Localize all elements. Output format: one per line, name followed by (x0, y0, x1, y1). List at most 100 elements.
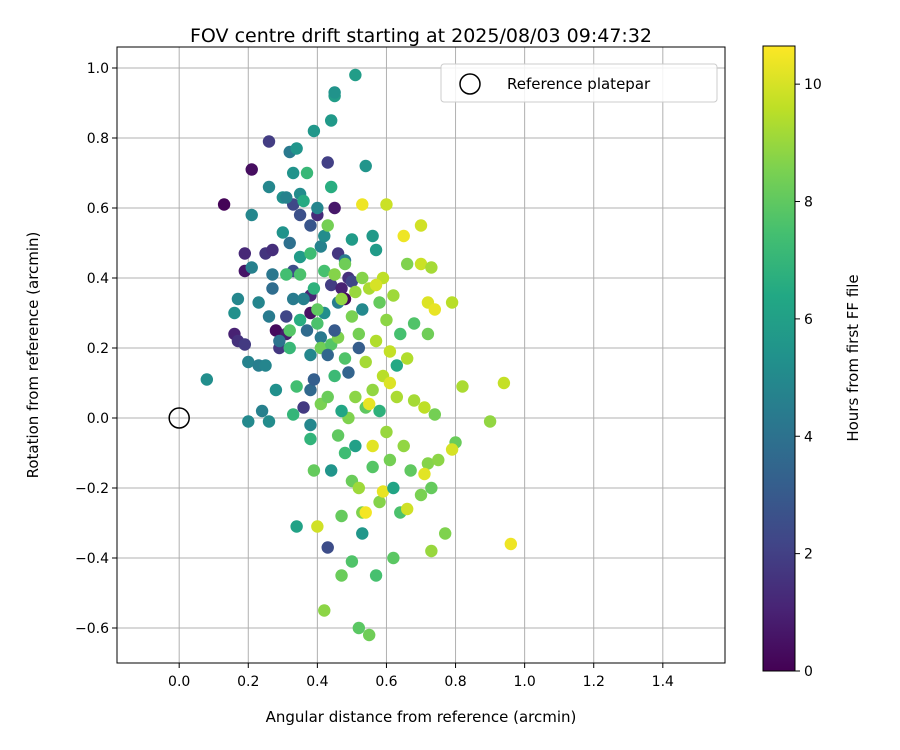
scatter-point (352, 327, 366, 341)
scatter-point (304, 348, 317, 362)
scatter-point (407, 317, 421, 330)
scatter-point (273, 334, 286, 348)
scatter-point (387, 551, 400, 565)
scatter-point (242, 355, 255, 369)
scatter-point (445, 296, 459, 309)
chart-title: FOV centre drift starting at 2025/08/03 … (190, 25, 652, 47)
scatter-point (245, 163, 258, 176)
plot-frame (116, 46, 726, 664)
scatter-point (414, 219, 428, 232)
scatter-point (266, 243, 279, 257)
scatter-point (328, 369, 341, 383)
scatter-point (335, 282, 348, 295)
scatter-point (259, 359, 272, 372)
scatter-point (383, 376, 397, 390)
scatter-point (321, 219, 334, 232)
scatter-point (266, 282, 279, 295)
scatter-point (286, 166, 300, 180)
scatter-point (238, 247, 252, 260)
scatter-point (324, 278, 338, 292)
x-tick-label: 1.0 (514, 674, 536, 690)
y-axis-label: Rotation from reference (arcmin) (24, 232, 42, 479)
x-tick-label: 0.0 (168, 674, 190, 690)
scatter-point (356, 271, 369, 285)
scatter-point (352, 481, 366, 495)
scatter-point (252, 296, 265, 309)
scatter-point (290, 520, 303, 533)
scatter-point (369, 569, 383, 582)
scatter-point (359, 159, 372, 173)
scatter-point (418, 401, 431, 414)
scatter-point (369, 334, 383, 348)
scatter-point (425, 481, 438, 495)
scatter-point (324, 464, 338, 477)
scatter-point (428, 303, 442, 316)
scatter-point (262, 310, 276, 323)
scatter-point (286, 292, 300, 306)
colorbar-tick-label: 0 (804, 664, 813, 680)
scatter-point (380, 198, 393, 211)
scatter-point (314, 240, 328, 253)
scatter-point (349, 285, 362, 299)
scatter-point (304, 418, 317, 432)
grid (117, 47, 725, 663)
scatter-point (345, 555, 359, 568)
plot-area: 0.0 0.2 0.4 0.6 0.8 1.0 1.2 1.4 −0.6 −0.4 −0.2 0.0… (75, 46, 726, 690)
scatter-point (390, 359, 404, 372)
scatter-point (300, 166, 314, 180)
scatter-point (397, 229, 410, 243)
y-tick-label: −0.4 (75, 551, 109, 567)
scatter-point (345, 275, 359, 288)
scatter-point (352, 621, 366, 635)
y-tick-label: 0.2 (87, 341, 109, 357)
scatter-point (414, 488, 428, 502)
scatter-point (345, 310, 359, 323)
scatter-point (269, 383, 283, 397)
scatter-point (373, 404, 386, 418)
scatter-point (255, 404, 269, 418)
y-tick-label: −0.6 (75, 621, 109, 637)
scatter-point (262, 415, 276, 428)
scatter-point (362, 397, 376, 411)
scatter-point (297, 194, 310, 208)
scatter-point (283, 341, 296, 355)
scatter-point (383, 345, 397, 358)
y-tick-label: 1.0 (87, 61, 109, 77)
scatter-point (321, 156, 334, 169)
legend: Reference platepar (440, 63, 718, 103)
x-tick-label: 0.6 (375, 674, 397, 690)
scatter-point (318, 229, 331, 243)
scatter-point (321, 390, 334, 404)
scatter-point (345, 233, 359, 246)
scatter-point (438, 527, 452, 540)
colorbar-label: Hours from first FF file (844, 274, 862, 441)
scatter-point (318, 604, 331, 617)
x-axis-label: Angular distance from reference (arcmin) (266, 708, 577, 726)
scatter-point (356, 198, 369, 211)
colorbar-tick-label: 10 (804, 77, 822, 93)
scatter-point (307, 282, 321, 295)
y-tick-label: 0.6 (87, 201, 109, 217)
scatter-point (387, 481, 400, 495)
scatter-point (338, 446, 352, 460)
legend-marker-icon (459, 73, 481, 95)
scatter-point (307, 373, 321, 386)
scatter-point (300, 324, 314, 337)
scatter-point (304, 383, 317, 397)
scatter-point (366, 439, 379, 453)
x-tick-label: 0.4 (306, 674, 328, 690)
scatter-point (497, 376, 511, 390)
y-tick-label: 0.0 (87, 411, 109, 427)
scatter-point (414, 257, 428, 271)
scatter-point (356, 303, 369, 316)
scatter-point (359, 506, 372, 519)
reference-marker (168, 407, 190, 429)
scatter-point (307, 464, 321, 477)
scatter-point (428, 408, 442, 421)
scatter-point (314, 331, 328, 344)
scatter-point (483, 415, 497, 428)
scatter-point (383, 453, 397, 467)
colorbar-frame (762, 45, 796, 672)
scatter-point (238, 338, 252, 351)
